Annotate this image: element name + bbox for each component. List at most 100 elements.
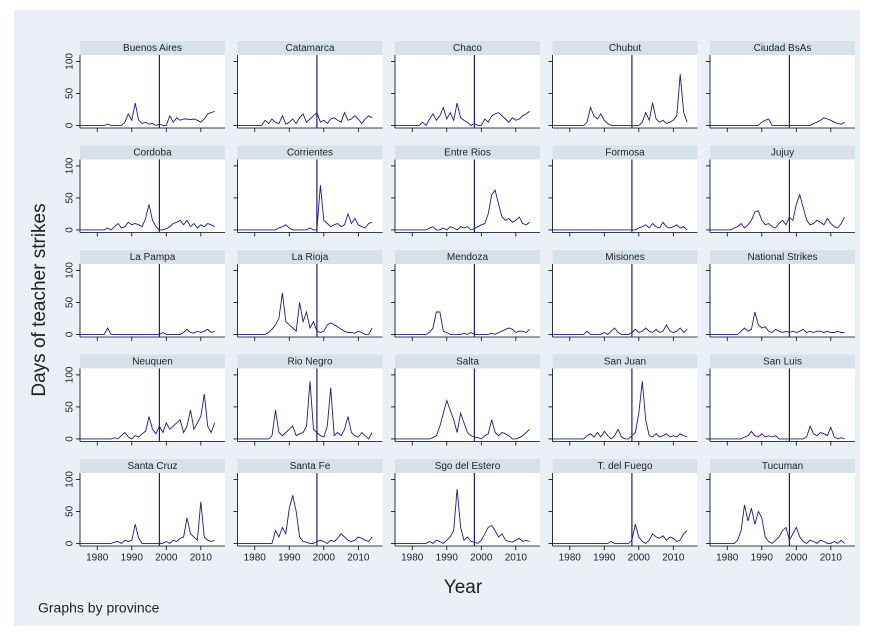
plot-area: [552, 55, 698, 128]
plot-area: [237, 368, 383, 442]
data-line: [237, 111, 373, 126]
panel-title: Misiones: [605, 252, 644, 263]
plot-area: [710, 55, 855, 128]
y-tick-label: 50: [65, 87, 76, 99]
data-line: [80, 327, 215, 335]
panel-title: Santa Cruz: [127, 461, 177, 472]
x-tick-label: 1980: [86, 553, 109, 564]
strip: [237, 145, 383, 160]
strip: [552, 459, 698, 473]
plot-area: [395, 473, 540, 546]
strip: [80, 145, 225, 160]
plot-area: [395, 159, 540, 233]
plot-area: [80, 55, 225, 128]
strip: [80, 459, 225, 473]
y-axis-title: Days of teacher strikes: [29, 203, 50, 396]
x-tick-label: 1990: [751, 553, 774, 564]
plot-area: [710, 159, 855, 233]
strip: [80, 354, 225, 369]
strip: [710, 145, 855, 160]
plot-area: [395, 55, 540, 128]
data-line: [710, 311, 845, 335]
x-tick-label: 2000: [155, 553, 178, 564]
x-tick-label: 1990: [121, 553, 144, 564]
data-line: [552, 74, 688, 126]
panel-title: Sgo del Estero: [435, 461, 501, 472]
strip: [552, 354, 698, 369]
plot-area: [237, 264, 383, 337]
data-line: [552, 381, 688, 440]
y-tick-label: 0: [65, 331, 76, 337]
x-tick-label: 2000: [785, 553, 808, 564]
panel-title: Salta: [456, 357, 479, 368]
panel-title: Neuquen: [132, 357, 173, 368]
plot-area: [80, 264, 225, 337]
data-line: [395, 102, 530, 127]
panel-title: Mendoza: [447, 252, 489, 263]
panel-title: Chaco: [453, 43, 482, 54]
panel-title: San Luis: [763, 357, 802, 368]
x-tick-label: 1990: [593, 553, 616, 564]
x-tick-label: 2010: [190, 553, 213, 564]
strip: [395, 250, 540, 264]
strip: [552, 145, 698, 160]
strip: [710, 250, 855, 264]
strip: [710, 459, 855, 473]
panel-title: Jujuy: [771, 148, 794, 159]
x-tick-label: 2000: [628, 553, 651, 564]
x-tick-label: 1980: [244, 553, 267, 564]
strip: [395, 354, 540, 369]
y-tick-label: 0: [65, 540, 76, 546]
y-tick-label: 100: [65, 157, 76, 174]
x-tick-label: 2010: [662, 553, 685, 564]
plot-area: [395, 264, 540, 337]
x-tick-label: 1990: [278, 553, 301, 564]
y-tick-label: 100: [65, 262, 76, 279]
strip: [710, 41, 855, 55]
strip: [237, 354, 383, 369]
panel-title: Catamarca: [286, 43, 335, 54]
panel-title: T. del Fuego: [597, 461, 652, 472]
data-line: [395, 311, 530, 335]
data-line: [395, 488, 530, 544]
x-tick-label: 2000: [470, 553, 493, 564]
strip: [80, 250, 225, 264]
plot-area: [552, 473, 698, 546]
strip: [237, 250, 383, 264]
plot-area: [710, 264, 855, 337]
data-line: [395, 398, 530, 440]
data-line: [552, 524, 688, 544]
strip: [80, 41, 225, 55]
plot-area: [552, 159, 698, 233]
x-tick-label: 2010: [347, 553, 370, 564]
y-tick-label: 0: [65, 436, 76, 442]
strip: [395, 41, 540, 55]
y-tick-label: 0: [65, 227, 76, 233]
panel-title: Corrientes: [287, 148, 333, 159]
panel-title: Formosa: [605, 148, 645, 159]
data-line: [237, 495, 373, 544]
strip: [237, 41, 383, 55]
plot-area: [237, 55, 383, 128]
plot-area: [710, 368, 855, 442]
x-axis-title: Year: [444, 577, 483, 598]
plot-area: [552, 264, 698, 337]
strip: [237, 459, 383, 473]
panel-title: Rio Negro: [287, 357, 332, 368]
panel-title: Cordoba: [133, 148, 172, 159]
plot-area: [80, 368, 225, 442]
panel-title: San Juan: [604, 357, 646, 368]
plot-area: [237, 159, 383, 233]
panel-title: Ciudad BsAs: [754, 43, 812, 54]
data-line: [237, 185, 373, 231]
data-line: [80, 204, 215, 231]
x-tick-label: 1990: [436, 553, 459, 564]
plot-area: [80, 473, 225, 546]
strip: [552, 250, 698, 264]
y-tick-label: 100: [65, 53, 76, 70]
x-tick-label: 1980: [559, 553, 582, 564]
x-tick-label: 2010: [505, 553, 528, 564]
data-line: [80, 501, 215, 544]
x-tick-label: 2000: [313, 553, 336, 564]
